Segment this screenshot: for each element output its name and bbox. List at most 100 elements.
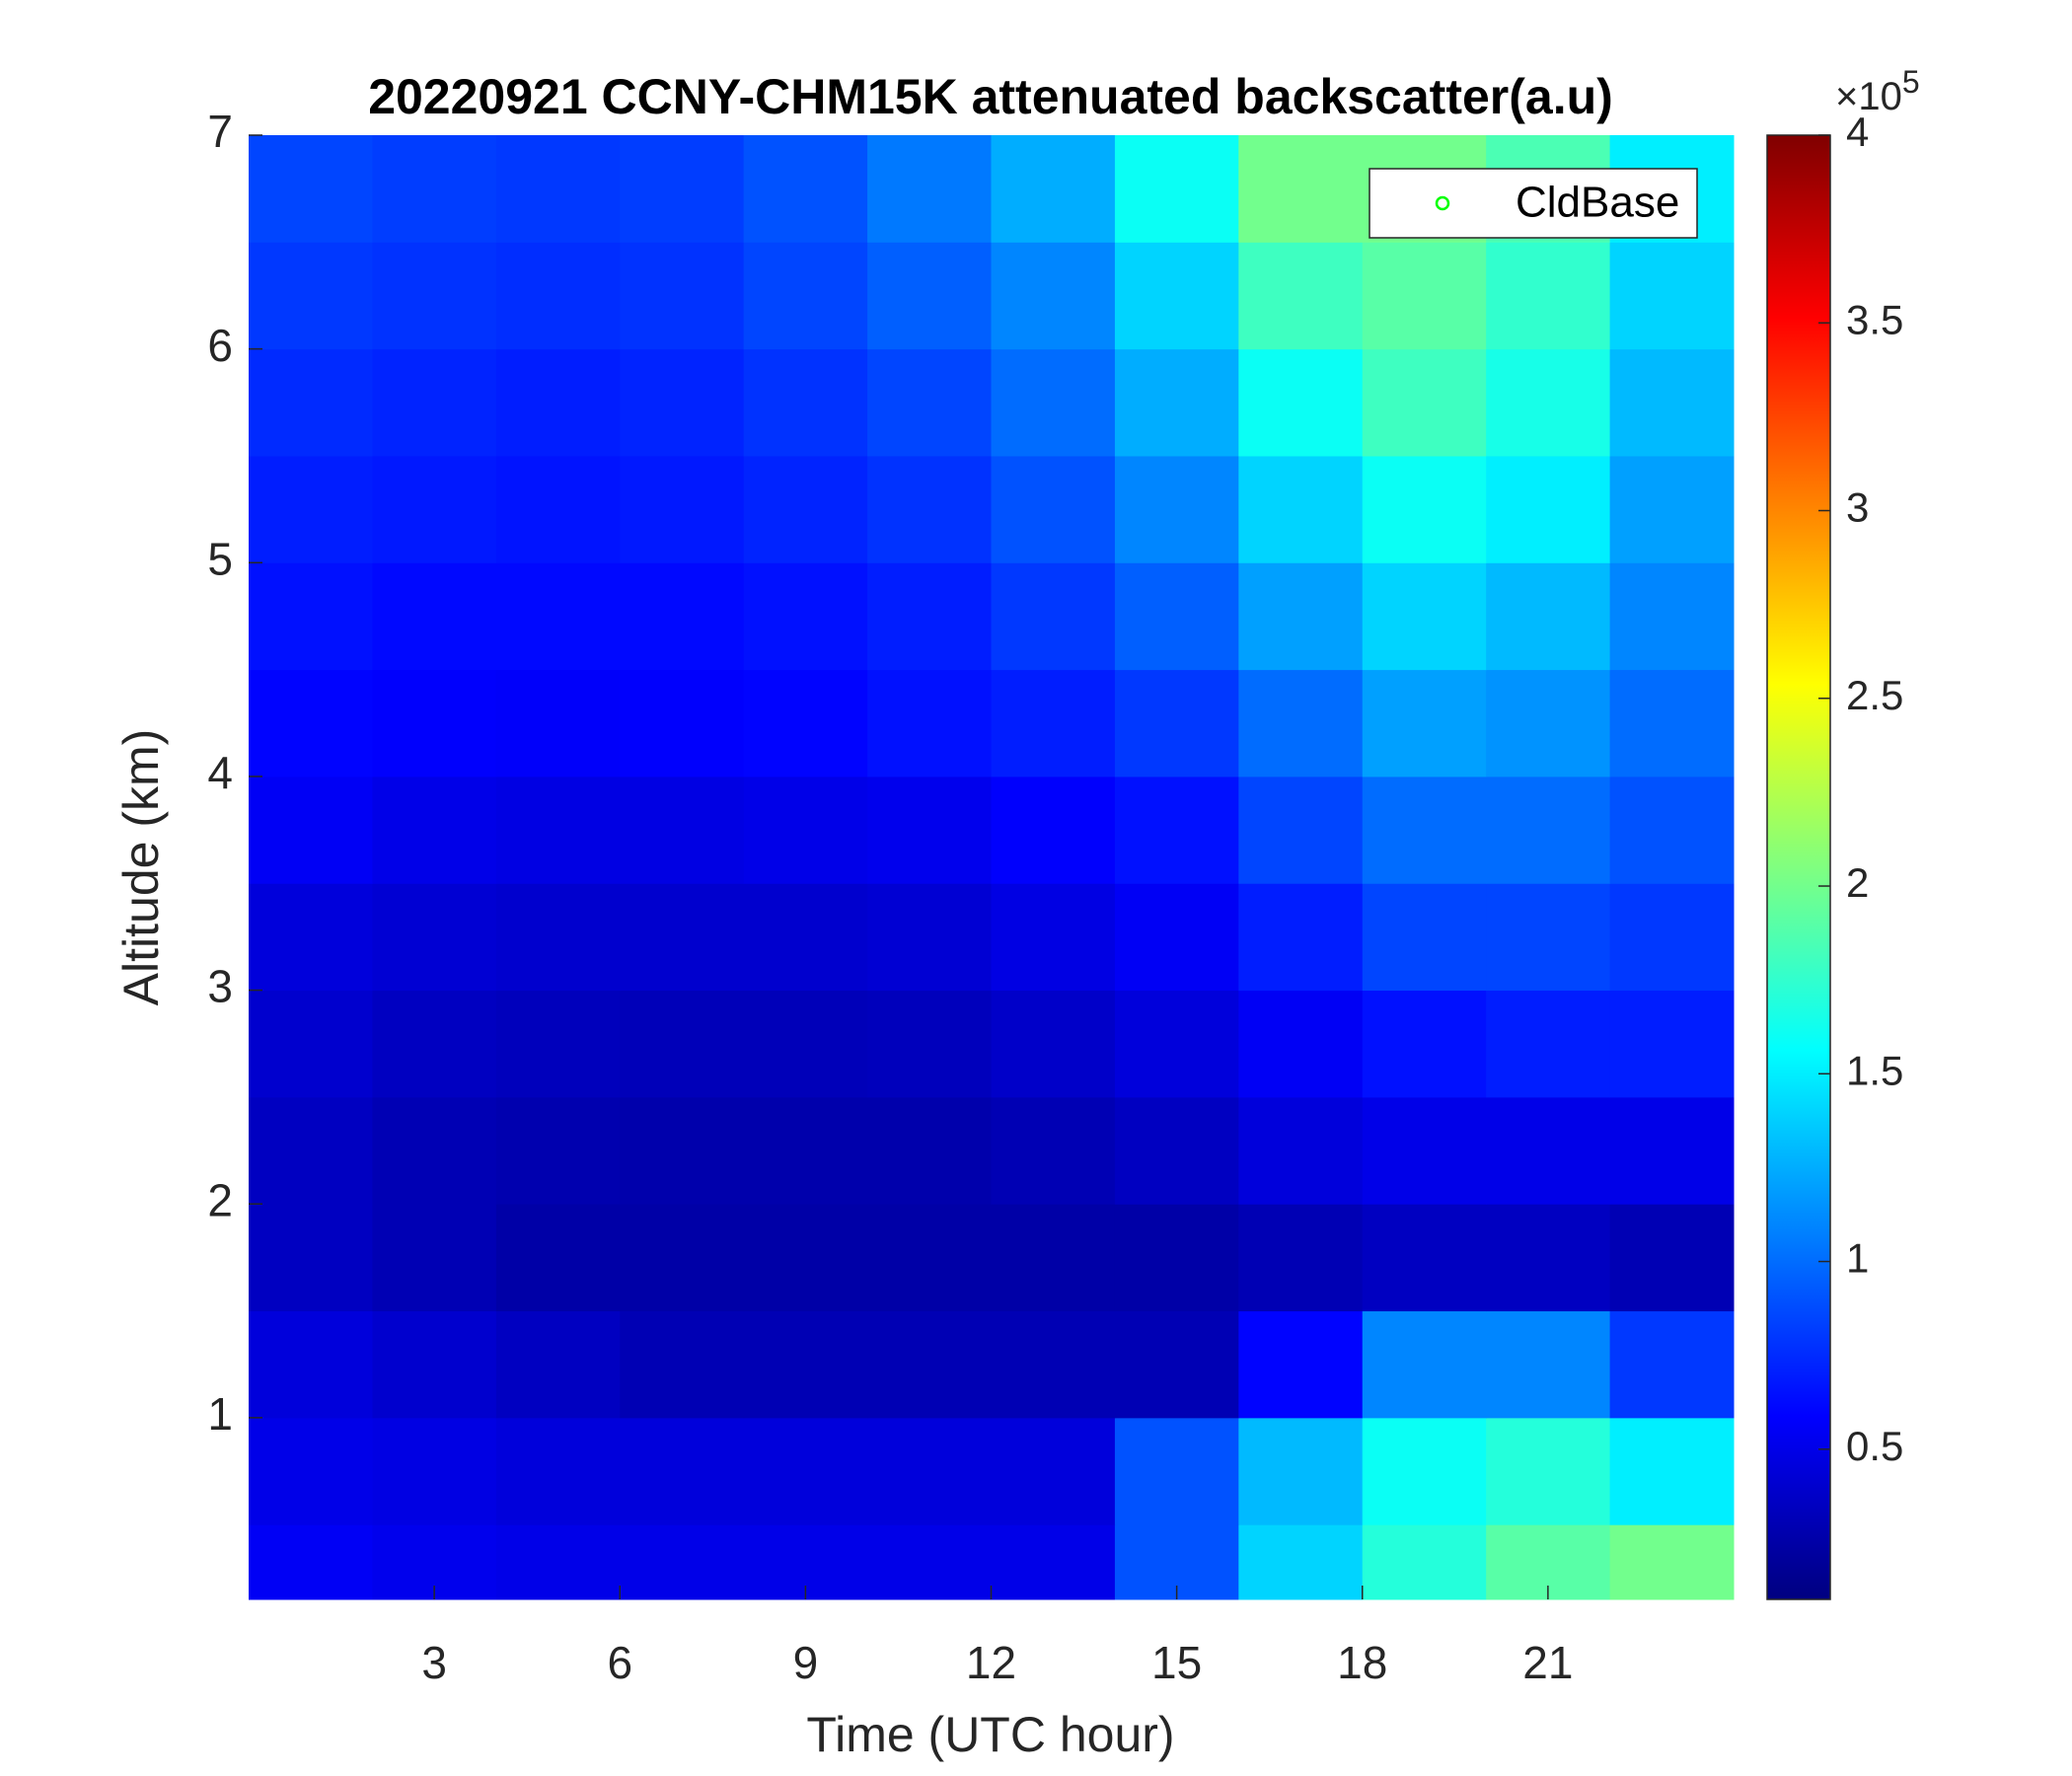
heatmap-cell bbox=[495, 990, 621, 1098]
heatmap-cell bbox=[620, 455, 745, 563]
heatmap-cell bbox=[1238, 883, 1364, 992]
heatmap-cell bbox=[620, 135, 745, 243]
heatmap-cell bbox=[1609, 1096, 1735, 1205]
heatmap-cell bbox=[1238, 990, 1364, 1098]
heatmap-cell bbox=[1362, 776, 1487, 884]
heatmap-cell bbox=[991, 1417, 1116, 1525]
heatmap-cell bbox=[249, 1417, 373, 1525]
heatmap-cell bbox=[991, 562, 1116, 671]
heatmap-cell bbox=[1238, 669, 1364, 777]
heatmap-cell bbox=[1609, 669, 1735, 777]
colorbar-tick-label: 0.5 bbox=[1846, 1423, 1903, 1469]
heatmap-cell bbox=[743, 883, 868, 992]
colorbar bbox=[1766, 134, 1831, 1600]
heatmap-cell bbox=[991, 242, 1116, 350]
heatmap-cell bbox=[1486, 883, 1611, 992]
heatmap-cell bbox=[991, 776, 1116, 884]
heatmap-cell bbox=[372, 883, 497, 992]
heatmap-cell bbox=[1238, 1096, 1364, 1205]
heatmap-cell bbox=[495, 1204, 621, 1312]
heatmap-cell bbox=[1362, 990, 1487, 1098]
heatmap-cell bbox=[867, 1417, 992, 1525]
heatmap-cell bbox=[867, 348, 992, 457]
y-tick-label: 7 bbox=[207, 106, 233, 157]
heatmap-cell bbox=[1238, 242, 1364, 350]
heatmap-cell bbox=[1114, 883, 1239, 992]
heatmap-cell bbox=[1238, 562, 1364, 671]
heatmap-cell bbox=[1362, 669, 1487, 777]
heatmap-cell bbox=[743, 455, 868, 563]
heatmap-cell bbox=[991, 883, 1116, 992]
heatmap-cell bbox=[867, 242, 992, 350]
heatmap-cell bbox=[1238, 1524, 1364, 1600]
heatmap-cell bbox=[1609, 562, 1735, 671]
heatmap-cell bbox=[620, 562, 745, 671]
heatmap-cell bbox=[495, 1417, 621, 1525]
heatmap-cell bbox=[372, 1204, 497, 1312]
heatmap-cell bbox=[991, 1096, 1116, 1205]
heatmap-cell bbox=[372, 455, 497, 563]
heatmap-cell bbox=[1609, 1524, 1735, 1600]
heatmap-cell bbox=[1486, 1204, 1611, 1312]
heatmap-cell bbox=[1114, 990, 1239, 1098]
heatmap-cell bbox=[372, 135, 497, 243]
heatmap-cell bbox=[1362, 1417, 1487, 1525]
heatmap-cell bbox=[743, 1310, 868, 1419]
heatmap-cell bbox=[249, 883, 373, 992]
heatmap-cell bbox=[1238, 348, 1364, 457]
heatmap-cell bbox=[1238, 1310, 1364, 1419]
heatmap-cell bbox=[495, 1096, 621, 1205]
heatmap-cell bbox=[1609, 776, 1735, 884]
x-tick-label: 21 bbox=[1522, 1637, 1573, 1688]
heatmap-cell bbox=[1486, 242, 1611, 350]
y-tick-label: 2 bbox=[207, 1174, 233, 1225]
legend-box bbox=[1369, 168, 1698, 239]
heatmap-cell bbox=[1486, 1417, 1611, 1525]
heatmap-cell bbox=[867, 562, 992, 671]
heatmap-cell bbox=[1114, 455, 1239, 563]
heatmap bbox=[249, 135, 1735, 1600]
heatmap-cell bbox=[991, 1310, 1116, 1419]
heatmap-cell bbox=[1609, 348, 1735, 457]
legend-marker bbox=[1435, 195, 1450, 211]
x-tick-label: 6 bbox=[607, 1637, 632, 1688]
heatmap-cell bbox=[1486, 1310, 1611, 1419]
heatmap-cell bbox=[495, 883, 621, 992]
heatmap-cell bbox=[991, 669, 1116, 777]
heatmap-cell bbox=[867, 1096, 992, 1205]
heatmap-cell bbox=[372, 1310, 497, 1419]
heatmap-cell bbox=[249, 348, 373, 457]
y-tick-label: 3 bbox=[207, 961, 233, 1012]
heatmap-cell bbox=[1486, 669, 1611, 777]
heatmap-cell bbox=[1362, 1204, 1487, 1312]
x-tick-label: 15 bbox=[1151, 1637, 1202, 1688]
heatmap-cell bbox=[1114, 242, 1239, 350]
heatmap-cell bbox=[743, 990, 868, 1098]
heatmap-cell bbox=[249, 1310, 373, 1419]
heatmap-cell bbox=[1238, 455, 1364, 563]
heatmap-cell bbox=[1362, 242, 1487, 350]
colorbar-tick-label: 1.5 bbox=[1846, 1047, 1903, 1093]
heatmap-cell bbox=[495, 1310, 621, 1419]
heatmap-cell bbox=[495, 1524, 621, 1600]
heatmap-cell bbox=[249, 990, 373, 1098]
heatmap-cell bbox=[495, 348, 621, 457]
heatmap-cell bbox=[743, 562, 868, 671]
colorbar-tick-label: 2 bbox=[1846, 859, 1869, 906]
colorbar-exponent: ×105 bbox=[1835, 64, 1920, 117]
heatmap-cell bbox=[495, 455, 621, 563]
heatmap-cell bbox=[991, 1524, 1116, 1600]
heatmap-cell bbox=[249, 1096, 373, 1205]
heatmap-cell bbox=[249, 1524, 373, 1600]
heatmap-cell bbox=[372, 1096, 497, 1205]
heatmap-cell bbox=[743, 1417, 868, 1525]
heatmap-cell bbox=[495, 242, 621, 350]
heatmap-cell bbox=[1609, 1417, 1735, 1525]
heatmap-cell bbox=[867, 1310, 992, 1419]
heatmap-cell bbox=[1486, 562, 1611, 671]
heatmap-cell bbox=[249, 135, 373, 243]
heatmap-cell bbox=[1609, 1310, 1735, 1419]
heatmap-cell bbox=[1238, 1417, 1364, 1525]
heatmap-cell bbox=[620, 883, 745, 992]
heatmap-cell bbox=[867, 1524, 992, 1600]
